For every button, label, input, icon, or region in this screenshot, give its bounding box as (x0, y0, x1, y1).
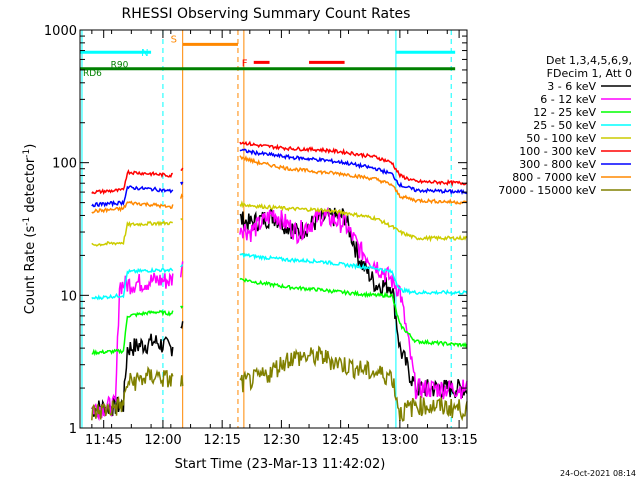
legend-label-1: 6 - 12 keV (540, 93, 596, 106)
night-label: N (141, 48, 148, 59)
x-axis-label: Start Time (23-Mar-13 11:42:02) (175, 457, 386, 472)
legend-header-line-1: Det 1,3,4,5,6,9, (546, 54, 632, 67)
x-tick-label-0: 11:45 (85, 433, 122, 448)
decimation-label-0: R90 (111, 61, 129, 71)
legend: Det 1,3,4,5,6,9, FDecim 1, Att 0 3 - 6 k… (498, 54, 632, 197)
x-tick-label-5: 13:00 (381, 433, 418, 448)
legend-label-8: 7000 - 15000 keV (498, 184, 596, 197)
timestamp: 24-Oct-2021 08:14 (560, 469, 636, 478)
y-tick-label-1: 10 (60, 289, 77, 304)
x-tick-label-6: 13:15 (440, 433, 477, 448)
series-line-8 (91, 345, 468, 422)
legend-label-7: 800 - 7000 keV (512, 171, 596, 184)
series-line-7 (91, 155, 468, 214)
legend-label-2: 12 - 25 keV (533, 106, 596, 119)
legend-label-6: 300 - 800 keV (519, 158, 596, 171)
plot-frame (79, 29, 468, 429)
y-tick-label-3: 1000 (44, 24, 77, 39)
series-line-3 (91, 252, 468, 301)
y-axis-label: Count Rate (s-1 detector-1) (22, 144, 38, 315)
series-line-6 (91, 148, 468, 208)
legend-label-3: 25 - 50 keV (533, 119, 596, 132)
chart-title: RHESSI Observing Summary Count Rates (122, 6, 411, 22)
series-line-2 (91, 277, 468, 357)
series-line-4 (91, 200, 468, 247)
x-tick-label-4: 12:45 (322, 433, 359, 448)
x-tick-label-3: 12:30 (263, 433, 300, 448)
y-tick-label-2: 100 (52, 157, 77, 172)
legend-label-4: 50 - 100 keV (526, 132, 596, 145)
plot-area: N S F R90 RD6 (80, 30, 468, 428)
legend-label-0: 3 - 6 keV (547, 80, 596, 93)
x-tick-label-1: 12:00 (144, 433, 181, 448)
flare-label: F (242, 58, 248, 69)
y-tick-label-0: 1 (69, 422, 77, 437)
legend-header-line-2: FDecim 1, Att 0 (547, 67, 632, 80)
series-line-5 (91, 140, 468, 196)
x-tick-label-2: 12:15 (203, 433, 240, 448)
saa-label: S (171, 34, 177, 45)
decimation-label-1: RD6 (83, 69, 102, 79)
axes: 11:45 12:00 12:15 12:30 12:45 13:00 13:15 1 10 10… (44, 24, 478, 448)
legend-label-5: 100 - 300 keV (519, 145, 596, 158)
